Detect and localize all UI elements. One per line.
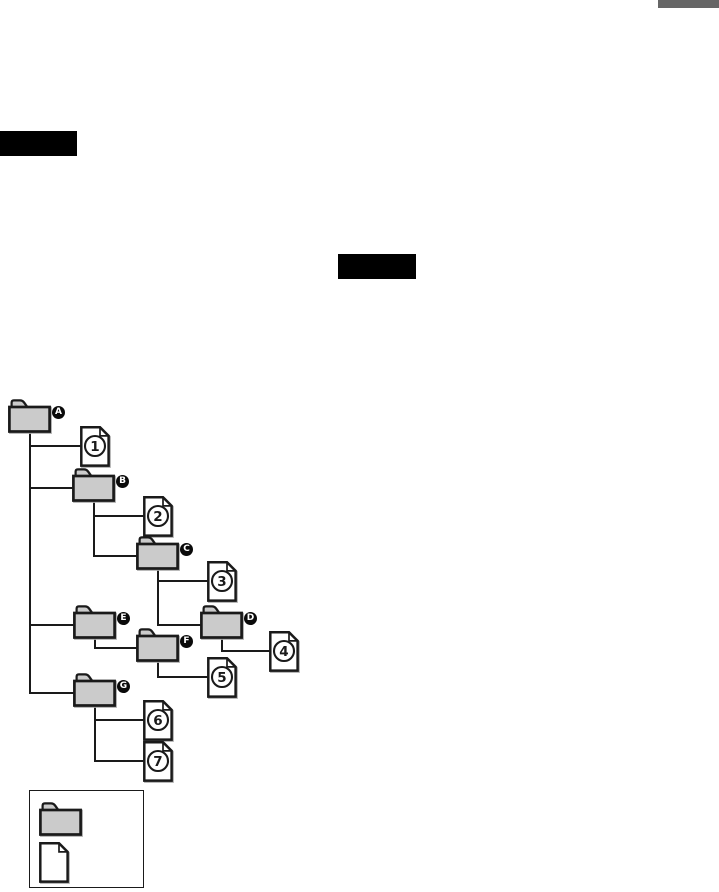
tree-connector-horizontal (30, 691, 77, 695)
tree-connector-vertical (28, 432, 32, 695)
folder-badge-G: G (117, 680, 130, 693)
folder-body (136, 542, 179, 570)
redacted-heading-bar-top-left (0, 131, 77, 156)
folded-corner (162, 701, 172, 711)
file-icon-1: 1 (80, 426, 110, 467)
folder-body (8, 405, 51, 433)
tree-connector-vertical (93, 706, 97, 763)
number-circle (210, 569, 234, 593)
file-number: 5 (217, 670, 226, 686)
tree-connector-vertical (93, 638, 97, 650)
tree-connector-horizontal (94, 514, 145, 518)
folded-corner (288, 632, 298, 642)
tree-connector-vertical (156, 569, 160, 627)
file-number: 7 (153, 754, 162, 770)
tree-connector-horizontal (30, 486, 76, 490)
number-circle (83, 434, 107, 458)
folder-badge-F: F (180, 635, 193, 648)
file-number: 2 (153, 509, 162, 525)
legend-file-icon (39, 842, 69, 883)
folded-corner (58, 843, 68, 853)
tree-connector-horizontal (95, 759, 145, 763)
folded-corner (162, 497, 172, 507)
tree-connector-horizontal (95, 646, 140, 650)
legend-box (29, 790, 144, 888)
file-number: 4 (279, 644, 288, 660)
file-number: 3 (217, 574, 226, 590)
folder-badge-D: D (244, 612, 257, 625)
folder-icon-G: G (73, 673, 130, 707)
tree-connector-vertical (156, 661, 160, 679)
folded-corner (99, 427, 109, 437)
folder-body (39, 808, 82, 836)
folder-icon-F: F (136, 628, 193, 662)
folder-icon-A: A (8, 399, 65, 433)
tree-connector-horizontal (222, 649, 271, 653)
number-circle (210, 665, 234, 689)
folded-corner (226, 658, 236, 668)
document-outline (39, 842, 69, 883)
legend-folder-icon (39, 802, 82, 836)
number-circle (146, 749, 170, 773)
folder-badge-B: B (116, 475, 129, 488)
number-circle (146, 504, 170, 528)
folder-icon-C: C (136, 536, 193, 570)
folder-body (72, 474, 115, 502)
redacted-heading-bar-middle (338, 254, 416, 279)
folded-corner (226, 562, 236, 572)
tree-connector-vertical (92, 501, 96, 558)
tree-connector-horizontal (30, 623, 77, 627)
folder-body (73, 611, 116, 639)
folder-badge-E: E (117, 612, 130, 625)
number-circle (272, 639, 296, 663)
page-edge-tab (658, 0, 719, 8)
tree-connector-horizontal (158, 675, 209, 679)
file-icon-3: 3 (207, 561, 237, 602)
number-circle (146, 708, 170, 732)
tree-connector-horizontal (30, 444, 82, 448)
tree-connector-horizontal (95, 718, 145, 722)
folder-icon-B: B (72, 468, 129, 502)
tree-connector-vertical (220, 638, 224, 653)
folder-body (73, 679, 116, 707)
folder-badge-A: A (52, 406, 65, 419)
tree-connector-horizontal (94, 554, 140, 558)
folder-body (200, 611, 243, 639)
file-icon-6: 6 (143, 700, 173, 741)
folder-icon-D: D (200, 605, 257, 639)
folder-icon-E: E (73, 605, 130, 639)
folder-body (136, 634, 179, 662)
tree-connector-horizontal (158, 579, 209, 583)
file-icon-2: 2 (143, 496, 173, 537)
file-number: 6 (153, 713, 162, 729)
tree-connector-horizontal (158, 623, 204, 627)
file-number: 1 (90, 439, 99, 455)
file-icon-5: 5 (207, 657, 237, 698)
folder-badge-C: C (180, 543, 193, 556)
file-icon-7: 7 (143, 741, 173, 782)
file-icon-4: 4 (269, 631, 299, 672)
folded-corner (162, 742, 172, 752)
